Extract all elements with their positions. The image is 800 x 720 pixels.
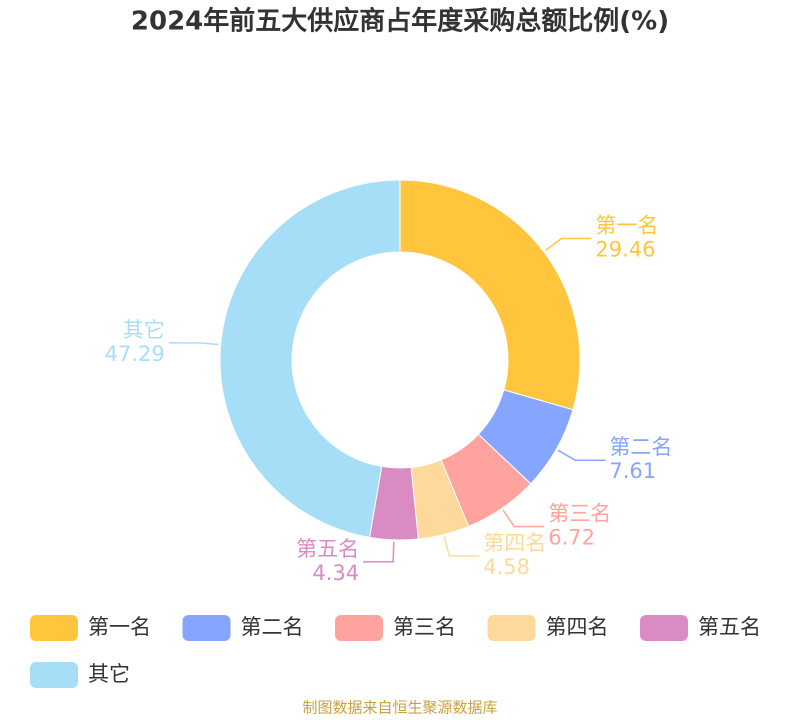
legend-label: 其它 — [88, 662, 130, 686]
value-label: 7.61 — [609, 459, 656, 483]
donut-slice — [399, 179, 581, 411]
leader-line — [544, 237, 592, 252]
legend-label: 第二名 — [241, 615, 304, 639]
leader-line — [443, 536, 480, 557]
source-note: 制图数据来自恒生聚源数据库 — [302, 699, 497, 717]
slice-label: 第二名 — [609, 435, 672, 459]
legend-swatch — [30, 615, 78, 641]
slice-label: 其它 — [123, 318, 165, 342]
legend-label: 第三名 — [393, 615, 456, 639]
value-label: 4.34 — [312, 561, 359, 585]
leader-line — [168, 342, 219, 346]
slice-label: 第四名 — [483, 531, 546, 555]
legend-label: 第五名 — [698, 615, 761, 639]
legend-swatch — [335, 615, 383, 641]
leader-line — [502, 509, 545, 528]
slice-label: 第三名 — [548, 502, 611, 526]
value-label: 29.46 — [595, 238, 655, 262]
legend-swatch — [487, 615, 536, 641]
legend-label: 第四名 — [546, 615, 609, 639]
legend-swatch — [640, 615, 688, 641]
slice-label: 第五名 — [296, 537, 359, 561]
value-label: 6.72 — [548, 526, 595, 550]
value-label: 4.58 — [483, 555, 530, 579]
donut-slice — [219, 179, 401, 538]
legend-swatch — [182, 615, 231, 641]
leader-line — [557, 449, 606, 461]
chart-title: 2024年前五大供应商占年度采购总额比例(%) — [131, 6, 669, 37]
slice-label: 第一名 — [595, 214, 658, 238]
value-label: 47.29 — [105, 342, 165, 366]
legend-label: 第一名 — [88, 615, 151, 639]
legend-swatch — [30, 662, 78, 688]
leader-line — [363, 541, 395, 563]
